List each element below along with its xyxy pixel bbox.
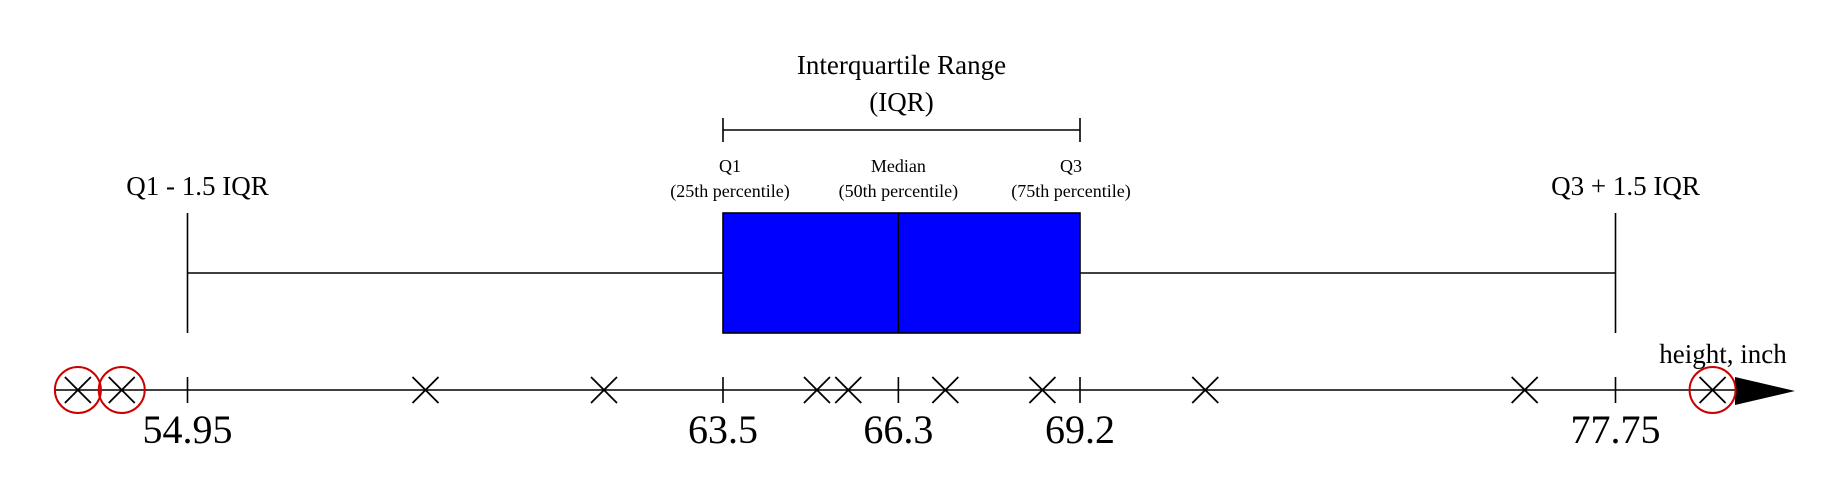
iqr-bracket xyxy=(722,118,1081,142)
data-point xyxy=(411,376,440,404)
tick-label: 69.2 xyxy=(1045,407,1115,452)
outlier-circle xyxy=(53,366,102,414)
point-mark-stroke xyxy=(411,376,440,404)
data-points xyxy=(53,366,1737,414)
point-mark-stroke xyxy=(834,376,862,404)
upper-fence-label: Q3 + 1.5 IQR xyxy=(1551,171,1700,201)
point-mark-stroke xyxy=(64,376,92,404)
outlier-point xyxy=(1688,366,1737,414)
outlier-circle xyxy=(1688,366,1737,414)
q3-percentile-label: (75th percentile) xyxy=(1011,181,1130,202)
iqr-title-abbrev: (IQR) xyxy=(869,87,933,117)
outlier-point xyxy=(97,366,146,414)
median-label: Median xyxy=(871,156,926,176)
point-mark-stroke xyxy=(931,376,959,404)
tick-label: 77.75 xyxy=(1571,407,1661,452)
point-mark-stroke xyxy=(108,376,136,404)
point-mark-stroke xyxy=(1698,376,1727,404)
axis-arrowhead xyxy=(1735,377,1795,405)
tick-label: 63.5 xyxy=(688,407,758,452)
point-mark-stroke xyxy=(1028,376,1057,404)
q1-percentile-label: (25th percentile) xyxy=(670,181,789,202)
data-point xyxy=(1511,376,1539,404)
data-point xyxy=(834,376,862,404)
point-mark-stroke xyxy=(1191,376,1219,404)
q3-label: Q3 xyxy=(1060,156,1082,176)
data-point xyxy=(1191,376,1219,404)
iqr-box xyxy=(722,212,1081,334)
tick-label: 66.3 xyxy=(863,407,933,452)
point-mark-stroke xyxy=(803,376,831,404)
q1-label: Q1 xyxy=(719,156,741,176)
point-mark-stroke xyxy=(1511,376,1539,404)
data-point xyxy=(590,376,618,404)
box-and-whiskers xyxy=(186,212,1617,334)
data-point xyxy=(931,376,959,404)
axis-label: height, inch xyxy=(1659,339,1787,369)
outlier-circle xyxy=(97,366,146,414)
number-line-axis: 54.95 63.5 66.3 69.2 77.75 xyxy=(55,377,1795,452)
data-point xyxy=(1028,376,1057,404)
median-percentile-label: (50th percentile) xyxy=(839,181,958,202)
point-mark-stroke xyxy=(590,376,618,404)
iqr-title: Interquartile Range xyxy=(797,50,1006,80)
tick-label: 54.95 xyxy=(143,407,233,452)
outlier-point xyxy=(53,366,102,414)
data-point xyxy=(803,376,831,404)
lower-fence-label: Q1 - 1.5 IQR xyxy=(126,171,269,201)
